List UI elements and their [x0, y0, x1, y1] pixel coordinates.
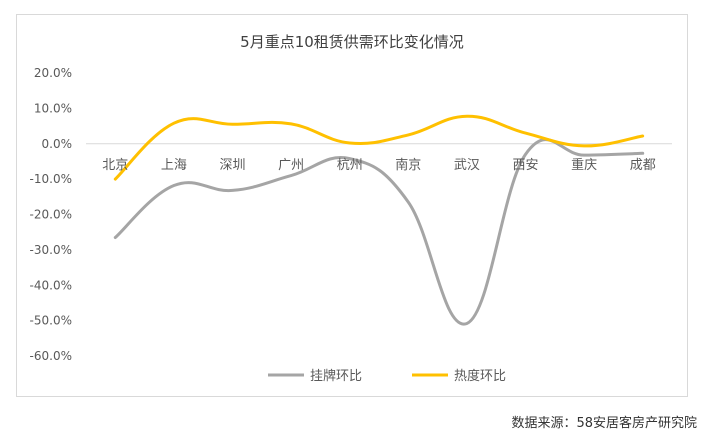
x-tick-label: 重庆 [571, 157, 597, 173]
legend-label-series-2: 热度环比 [454, 368, 506, 384]
y-tick-label: -50.0% [30, 314, 72, 328]
x-tick-label: 深圳 [219, 158, 245, 173]
x-tick-label: 广州 [278, 158, 304, 173]
legend-item-series-2: 热度环比 [412, 368, 506, 384]
series-line-1 [113, 138, 645, 326]
x-tick-label: 北京 [102, 158, 128, 173]
series-lines [113, 114, 645, 326]
legend-label-series-1: 挂牌环比 [310, 368, 362, 384]
y-tick-label: -40.0% [30, 278, 72, 292]
x-tick-label: 上海 [161, 158, 187, 173]
y-tick-label: -10.0% [30, 172, 72, 186]
x-tick-label: 西安 [512, 158, 538, 173]
y-tick-label: 20.0% [34, 66, 72, 80]
x-tick-label: 南京 [395, 157, 421, 173]
y-tick-label: -20.0% [30, 208, 72, 222]
series-line-2 [113, 114, 645, 181]
x-tick-label: 杭州 [337, 158, 363, 173]
y-tick-label: -30.0% [30, 243, 72, 257]
legend: 挂牌环比 热度环比 [268, 368, 506, 384]
x-tick-label: 武汉 [454, 158, 480, 173]
y-tick-label: -60.0% [30, 349, 72, 363]
x-tick-label: 成都 [630, 158, 656, 173]
data-source-note: 数据来源：58安居客房产研究院 [511, 416, 697, 431]
legend-item-series-1: 挂牌环比 [268, 368, 362, 384]
chart-frame [16, 14, 688, 397]
x-axis-labels: 北京 上海 深圳 广州 杭州 南京 武汉 西安 重庆 成都 [102, 157, 655, 173]
chart-title: 5月重点10租赁供需环比变化情况 [240, 33, 464, 51]
y-tick-label: 0.0% [42, 137, 73, 151]
y-tick-label: 10.0% [34, 101, 72, 115]
y-axis-ticks: 20.0% 10.0% 0.0% -10.0% -20.0% -30.0% -40.0% -5… [30, 66, 72, 363]
